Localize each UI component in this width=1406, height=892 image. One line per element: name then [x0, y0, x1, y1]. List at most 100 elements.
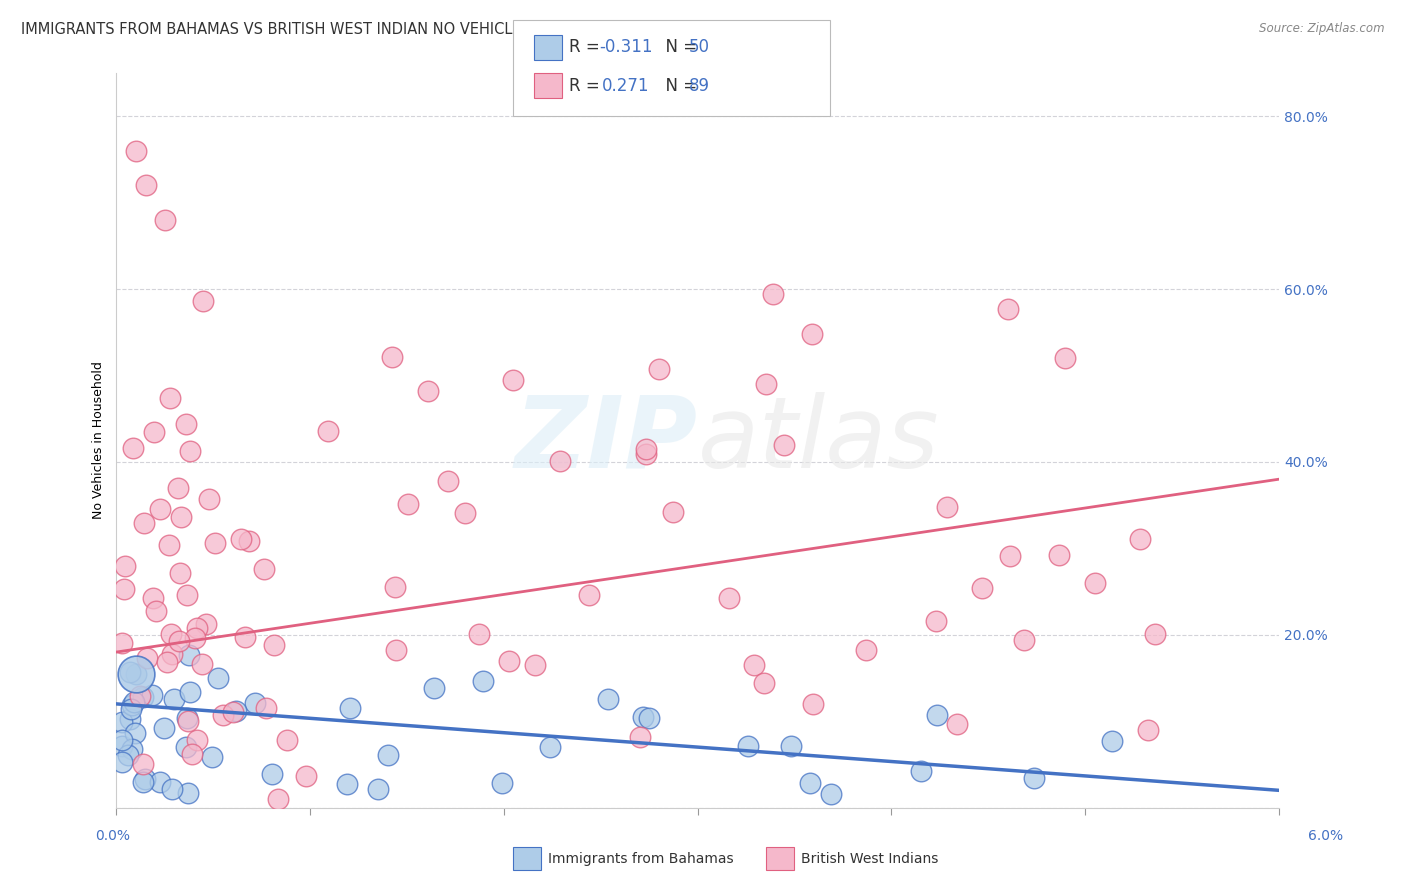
Point [118, 712, 141, 726]
Point [180, 747, 202, 761]
Point [186, 621, 208, 635]
Point [142, 591, 165, 606]
Point [647, 362, 669, 376]
Point [117, 748, 139, 763]
Point [970, 581, 993, 595]
Point [336, 777, 359, 791]
Point [1128, 532, 1150, 546]
Point [1053, 351, 1076, 366]
Point [191, 657, 214, 671]
Point [717, 591, 740, 605]
Point [662, 505, 685, 519]
Point [538, 740, 561, 755]
Point [910, 764, 932, 778]
Point [1143, 626, 1166, 640]
Point [111, 715, 134, 730]
Point [145, 604, 167, 618]
Point [238, 533, 260, 548]
Point [294, 769, 316, 783]
Point [134, 516, 156, 530]
Point [636, 442, 658, 456]
Point [162, 782, 184, 797]
Point [174, 739, 197, 754]
Point [254, 701, 277, 715]
Point [1047, 548, 1070, 562]
Point [799, 775, 821, 789]
Text: N =: N = [655, 38, 703, 56]
Point [367, 782, 389, 797]
Point [169, 566, 191, 580]
Point [225, 704, 247, 718]
Point [167, 634, 190, 648]
Point [132, 690, 155, 704]
Point [198, 492, 221, 507]
Point [135, 651, 157, 665]
Point [1084, 575, 1107, 590]
Text: 89: 89 [689, 77, 710, 95]
Point [122, 695, 145, 709]
Point [160, 647, 183, 661]
Point [125, 666, 148, 681]
Point [176, 786, 198, 800]
Point [262, 767, 284, 781]
Point [134, 178, 156, 193]
Text: 50: 50 [689, 38, 710, 56]
Point [636, 447, 658, 461]
Text: 0.271: 0.271 [602, 77, 650, 95]
Point [578, 588, 600, 602]
Point [134, 772, 156, 786]
Point [267, 792, 290, 806]
Point [152, 722, 174, 736]
Point [222, 706, 245, 720]
Point [207, 671, 229, 685]
Point [122, 441, 145, 455]
Point [1136, 723, 1159, 737]
Point [201, 750, 224, 764]
Point [114, 558, 136, 573]
Text: British West Indians: British West Indians [801, 852, 939, 866]
Point [157, 537, 180, 551]
Point [191, 293, 214, 308]
Point [177, 648, 200, 662]
Point [925, 614, 948, 628]
Point [384, 581, 406, 595]
Point [263, 638, 285, 652]
Point [1022, 772, 1045, 786]
Point [381, 350, 404, 364]
Point [803, 697, 825, 711]
Point [176, 417, 198, 432]
Point [156, 655, 179, 669]
Text: R =: R = [569, 77, 606, 95]
Point [377, 748, 399, 763]
Point [149, 502, 172, 516]
Point [396, 497, 419, 511]
Point [176, 711, 198, 725]
Point [752, 675, 775, 690]
Point [118, 665, 141, 680]
Point [548, 454, 571, 468]
Point [243, 696, 266, 710]
Point [186, 733, 208, 747]
Text: Immigrants from Bahamas: Immigrants from Bahamas [548, 852, 734, 866]
Text: IMMIGRANTS FROM BAHAMAS VS BRITISH WEST INDIAN NO VEHICLES IN HOUSEHOLD CORRELAT: IMMIGRANTS FROM BAHAMAS VS BRITISH WEST … [21, 22, 811, 37]
Point [935, 500, 957, 515]
Text: -0.311: -0.311 [599, 38, 652, 56]
Point [128, 689, 150, 703]
Point [416, 384, 439, 399]
Point [524, 657, 547, 672]
Point [143, 425, 166, 440]
Point [204, 536, 226, 550]
Point [316, 424, 339, 438]
Point [111, 739, 134, 754]
Point [153, 213, 176, 227]
Point [800, 326, 823, 341]
Text: 6.0%: 6.0% [1308, 830, 1343, 843]
Point [125, 666, 148, 681]
Point [159, 391, 181, 405]
Point [1000, 549, 1022, 563]
Point [779, 739, 801, 753]
Point [170, 509, 193, 524]
Point [385, 643, 408, 657]
Point [124, 726, 146, 740]
Point [637, 711, 659, 725]
